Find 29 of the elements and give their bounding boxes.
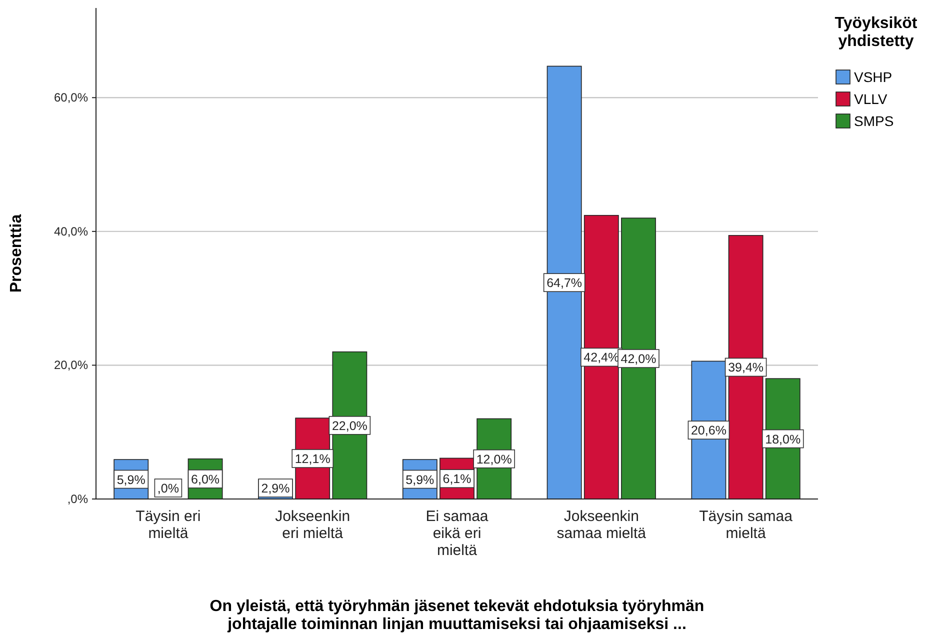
x-tick-label: Jokseenkin samaa mieltä <box>556 508 647 542</box>
legend-label: VSHP <box>854 69 892 85</box>
x-tick-label: Ei samaa eikä eri mieltä <box>426 508 489 559</box>
data-label: ,0% <box>157 482 179 496</box>
data-label: 42,0% <box>620 352 656 366</box>
y-axis-title: Prosenttia <box>8 214 25 293</box>
y-tick-label: ,0% <box>67 492 88 506</box>
y-tick-label: 20,0% <box>54 358 88 372</box>
data-label: 5,9% <box>406 472 434 487</box>
x-tick-label: Jokseenkin eri mieltä <box>275 508 350 542</box>
y-tick-label: 40,0% <box>54 224 88 238</box>
data-label: 39,4% <box>728 360 764 375</box>
data-label: 5,9% <box>116 472 146 487</box>
x-tick-label: Täysin samaa mieltä <box>699 508 794 542</box>
data-label: 18,0% <box>765 432 801 446</box>
data-label: 22,0% <box>332 418 368 433</box>
y-tick-label: 60,0% <box>54 90 88 105</box>
data-label: 64,7% <box>546 276 582 290</box>
data-label: 2,9% <box>261 482 290 496</box>
legend-title: Työyksiköt yhdistetty <box>834 15 918 50</box>
data-label: 20,6% <box>690 424 726 438</box>
x-tick-label: Täysin eri mieltä <box>136 508 201 542</box>
x-axis-title: On yleistä, että työryhmän jäsenet tekevät ehdotuksia työryhmän johtajalle toiminnan linjan muuttamiseksi tai ohjaamiseksi ... <box>210 598 704 633</box>
data-label: 12,1% <box>294 452 330 466</box>
data-label: 12,0% <box>476 452 512 466</box>
data-label: 6,1% <box>442 472 472 486</box>
legend-label: VLLV <box>854 91 888 107</box>
data-label: 6,0% <box>191 472 220 486</box>
legend-label: SMPS <box>854 113 894 129</box>
